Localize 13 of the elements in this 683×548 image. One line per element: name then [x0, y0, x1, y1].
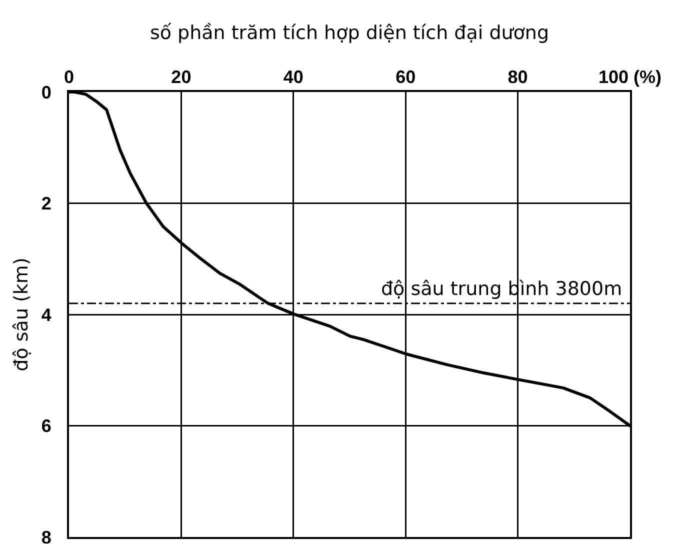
x-tick-label: 0: [64, 66, 74, 87]
x-axis-title: số phần trăm tích hợp diện tích đại dương: [150, 22, 550, 44]
x-tick-label: 20: [171, 66, 192, 87]
y-axis-title: độ sâu (km): [10, 258, 33, 372]
x-tick-label: 80: [508, 66, 528, 87]
x-tick-label: 100 (%): [598, 66, 662, 87]
y-tick-label: 4: [41, 304, 52, 325]
y-tick-label: 6: [41, 416, 52, 436]
y-tick-label: 2: [41, 194, 52, 214]
y-tick-label: 8: [41, 527, 52, 548]
y-tick-label: 0: [41, 82, 52, 102]
x-tick-label: 40: [283, 66, 304, 87]
x-tick-label: 60: [396, 66, 416, 87]
